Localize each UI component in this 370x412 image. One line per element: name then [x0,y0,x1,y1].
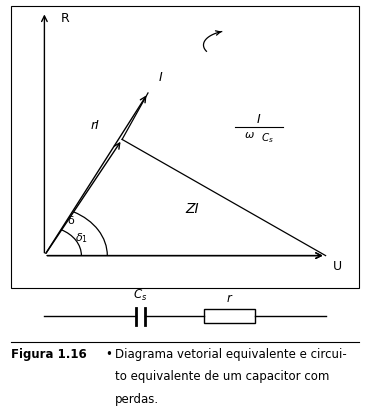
Text: Figura 1.16: Figura 1.16 [11,348,87,361]
Text: to equivalente de um capacitor com: to equivalente de um capacitor com [115,370,329,384]
Text: $\delta_1$: $\delta_1$ [75,231,88,245]
Text: $C_s$: $C_s$ [134,288,148,303]
Text: $\omega$: $\omega$ [245,130,255,140]
Text: ZI: ZI [186,202,199,216]
Text: U: U [333,260,342,273]
Text: rI: rI [91,119,100,132]
Text: r: r [227,292,232,304]
Text: I: I [159,71,163,84]
Text: δ: δ [67,216,74,226]
Text: R: R [61,12,70,25]
Bar [204,309,255,323]
Text: $C_s$: $C_s$ [261,131,274,145]
Text: •: • [105,348,112,361]
Text: perdas.: perdas. [115,393,159,406]
Text: Diagrama vetorial equivalente e circui-: Diagrama vetorial equivalente e circui- [115,348,346,361]
Text: I: I [257,113,261,126]
